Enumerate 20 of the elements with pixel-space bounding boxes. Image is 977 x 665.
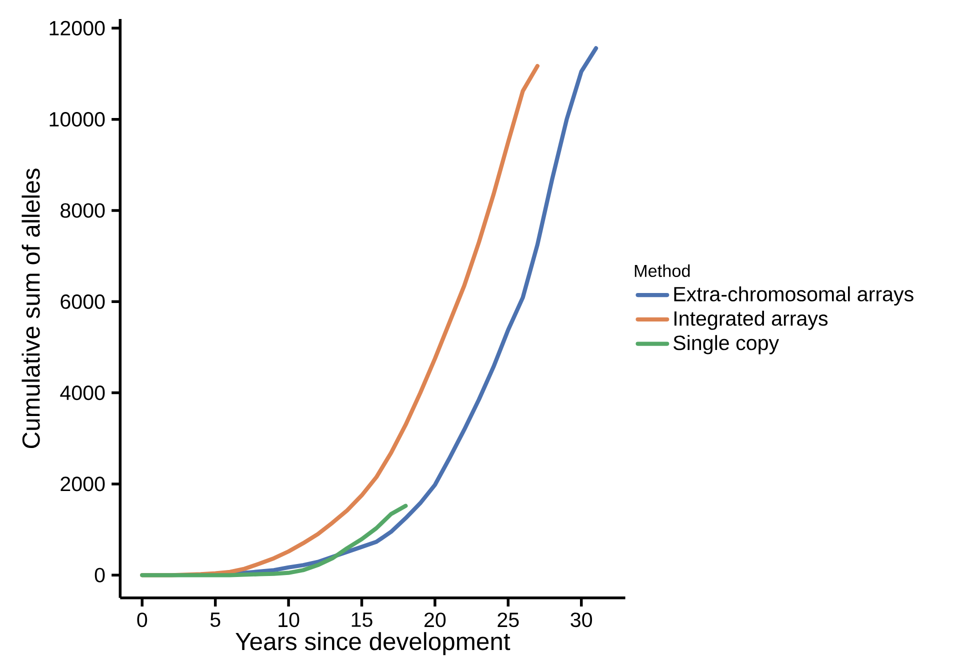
x-tick-label: 10	[278, 612, 300, 628]
y-tick-label: 6000	[60, 294, 105, 310]
y-tick-label: 4000	[60, 386, 105, 400]
legend-label: Extra-chromosomal arrays	[674, 286, 914, 306]
x-tick-label: 30	[570, 612, 592, 628]
y-tick-label: 2000	[60, 476, 105, 492]
y-axis-title: Cumulative sum of alleles	[22, 168, 40, 448]
legend-title: Method	[634, 264, 690, 278]
x-axis-title: Years since development	[236, 632, 510, 656]
x-tick-label: 25	[498, 612, 519, 628]
x-tick-label: 20	[424, 612, 446, 628]
y-tick-label: 0	[94, 568, 105, 582]
x-tick-label: 5	[210, 612, 220, 628]
x-tick-label: 0	[137, 612, 148, 628]
x-tick-label: 15	[352, 612, 372, 628]
y-tick-label: 8000	[60, 203, 105, 218]
y-tick-label: 12000	[50, 20, 105, 36]
legend-label: Single copy	[674, 335, 780, 354]
legend-label: Integrated arrays	[674, 310, 828, 330]
y-tick-label: 10000	[50, 112, 105, 127]
